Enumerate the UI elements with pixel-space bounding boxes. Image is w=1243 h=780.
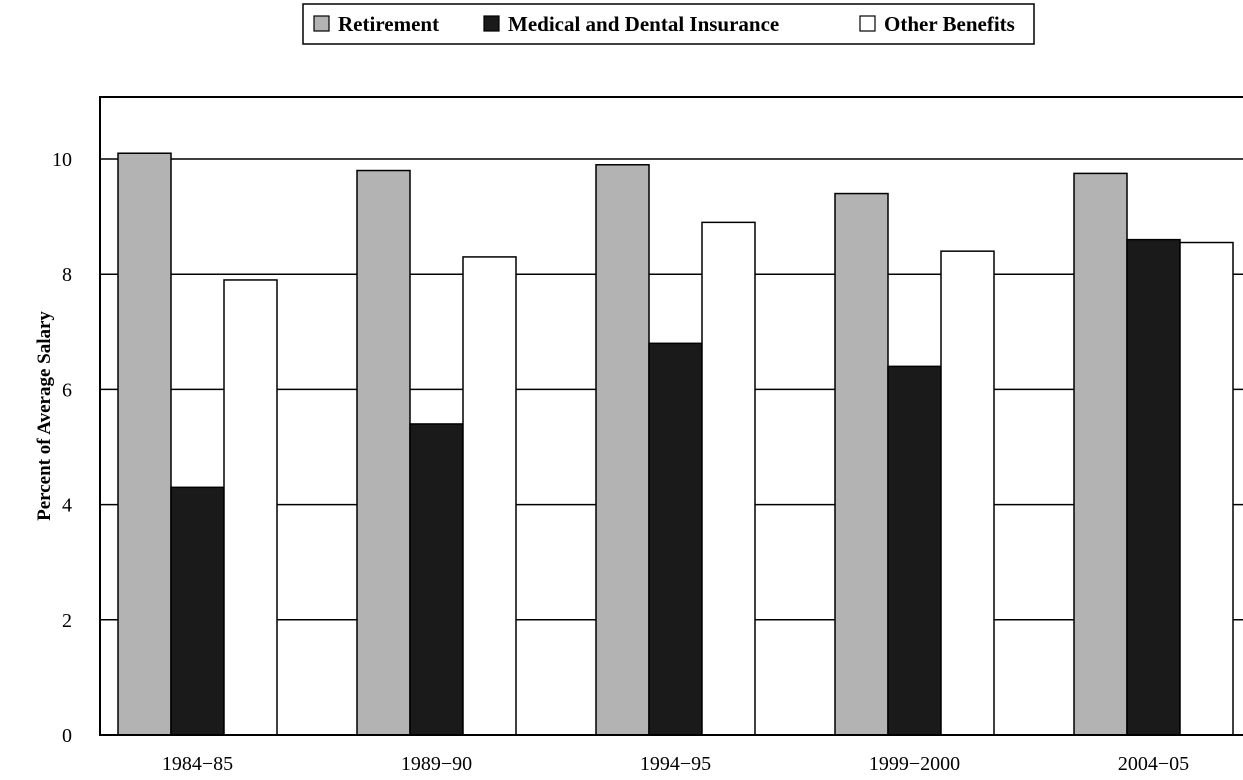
bar-medical-and-dental-insurance — [1126, 238, 1181, 736]
bar-other-benefits — [701, 221, 756, 736]
bar-medical-and-dental-insurance — [409, 423, 464, 736]
bar-medical-and-dental-insurance — [648, 342, 703, 736]
bar-other-benefits — [1179, 241, 1234, 736]
legend: Retirement Medical and Dental Insurance Ot… — [302, 3, 1035, 45]
x-tick-label: 1984−85 — [162, 753, 233, 775]
x-axis-ticks: 1984−85 1989−90 1994−95 1999−2000 2004−05 — [162, 753, 1189, 775]
bar-medical-and-dental-insurance — [887, 365, 942, 736]
y-tick-label: 0 — [62, 725, 72, 747]
legend-swatch — [313, 15, 330, 32]
legend-label: Retirement — [338, 12, 439, 36]
bar-retirement — [834, 192, 889, 736]
bar-other-benefits — [462, 256, 517, 736]
bar-retirement — [356, 169, 411, 736]
x-tick-label: 1989−90 — [401, 753, 472, 775]
legend-label: Medical and Dental Insurance — [508, 12, 779, 36]
y-tick-label: 8 — [62, 264, 72, 286]
legend-label: Other Benefits — [884, 12, 1015, 36]
bar-other-benefits — [940, 250, 995, 736]
y-axis-label: Percent of Average Salary — [34, 311, 55, 521]
x-tick-label: 1994−95 — [640, 753, 711, 775]
legend-swatch — [859, 15, 876, 32]
bar-retirement — [1073, 172, 1128, 736]
x-tick-label: 1999−2000 — [869, 753, 960, 775]
bar-medical-and-dental-insurance — [170, 486, 225, 736]
plot-frame — [99, 96, 1243, 736]
legend-swatch — [483, 15, 500, 32]
y-tick-label: 6 — [62, 379, 72, 401]
y-tick-label: 10 — [52, 149, 72, 171]
bar-retirement — [595, 164, 650, 736]
y-tick-label: 4 — [62, 495, 72, 517]
legend-box — [302, 3, 1035, 45]
bar-retirement — [117, 152, 172, 736]
y-tick-label: 2 — [62, 610, 72, 632]
bars — [117, 152, 1234, 736]
y-axis-ticks: 0 2 4 6 8 10 — [52, 149, 72, 747]
bar-other-benefits — [223, 279, 278, 736]
x-tick-label: 2004−05 — [1118, 753, 1189, 775]
